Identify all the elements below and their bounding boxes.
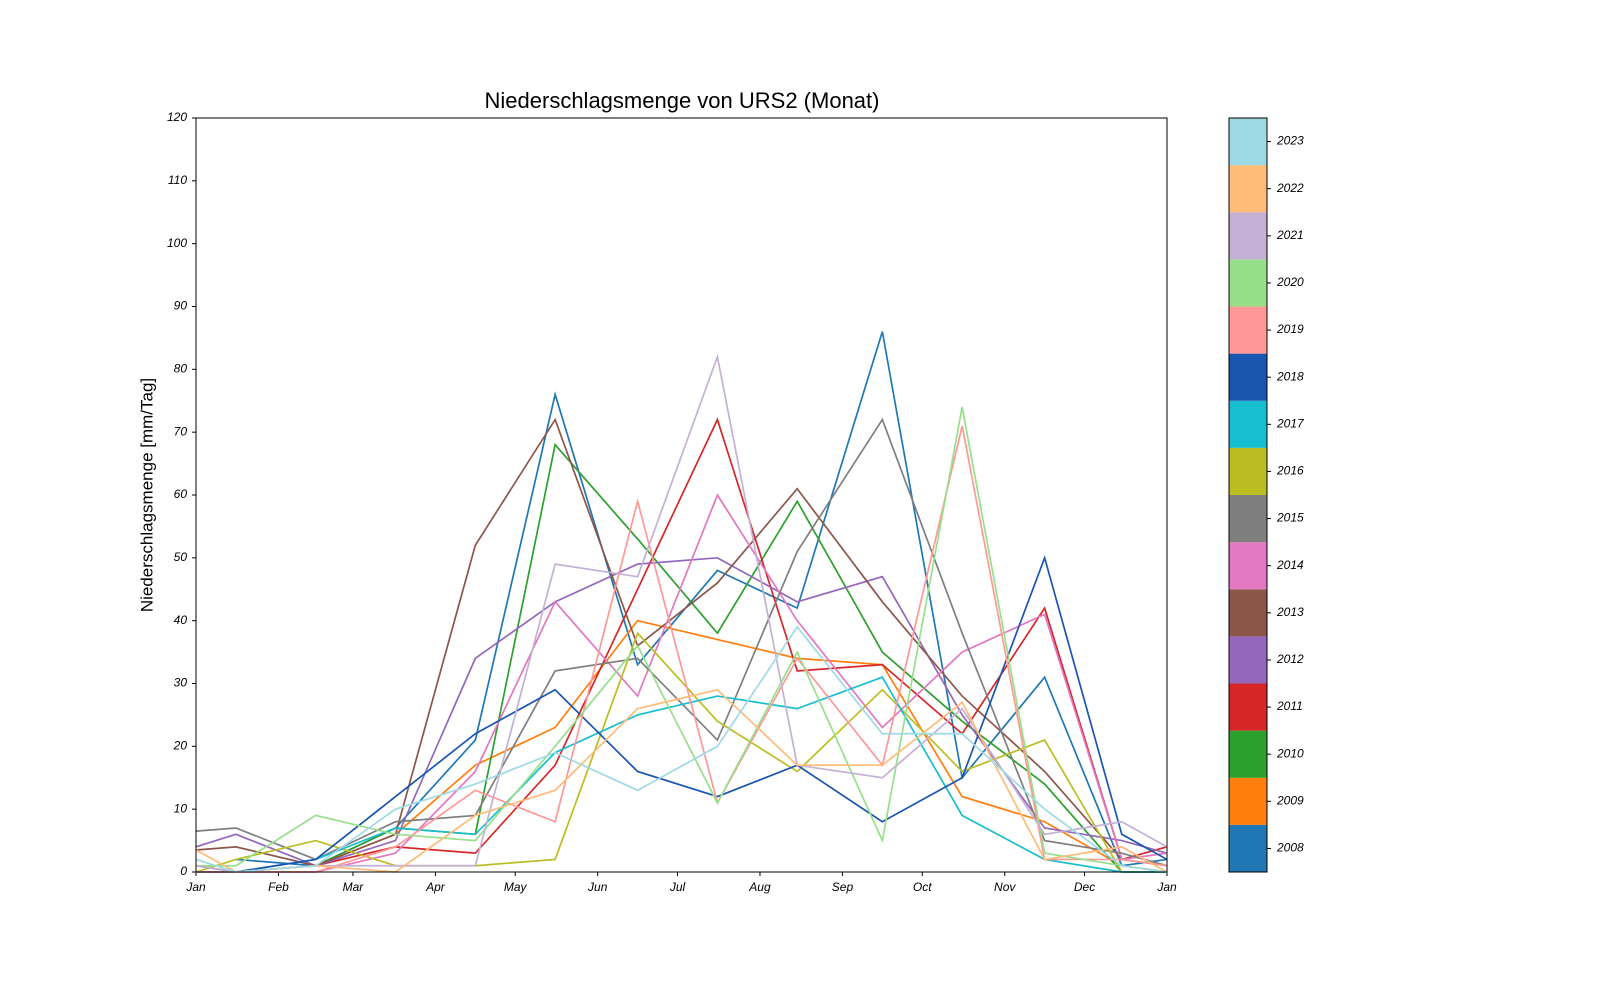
x-tick-label: Jul: [669, 880, 686, 894]
legend-swatch: [1229, 636, 1267, 684]
x-tick-label: Oct: [913, 880, 932, 894]
legend-swatch: [1229, 495, 1267, 543]
legend-swatch: [1229, 400, 1267, 448]
series-line: [235, 331, 1168, 867]
legend-label: 2014: [1276, 558, 1304, 572]
legend-label: 2016: [1276, 464, 1304, 478]
y-tick-label: 80: [174, 362, 188, 376]
x-tick-label: Feb: [268, 880, 289, 894]
series-line: [196, 493, 1168, 873]
legend-label: 2008: [1276, 841, 1304, 855]
x-tick-label: Nov: [994, 880, 1016, 894]
series-line: [195, 417, 1168, 867]
y-tick-label: 40: [174, 613, 188, 627]
x-tick-label: May: [504, 880, 528, 894]
series-line: [196, 442, 1167, 873]
legend-swatch: [1229, 118, 1267, 166]
series-line: [195, 676, 1167, 873]
y-tick-label: 30: [174, 676, 188, 690]
y-tick-label: 120: [167, 110, 187, 124]
series-line: [195, 353, 1168, 873]
legend-swatch: [1229, 589, 1267, 637]
legend-label: 2022: [1276, 181, 1304, 195]
legend-label: 2011: [1276, 699, 1303, 713]
legend-swatch: [1229, 353, 1267, 401]
legend-swatch: [1229, 212, 1267, 260]
y-tick-label: 110: [168, 173, 187, 187]
series-line: [195, 688, 1168, 873]
y-tick-label: 90: [174, 299, 188, 313]
legend-swatch: [1229, 165, 1267, 213]
series-line: [195, 556, 1168, 867]
legend-swatch: [1229, 306, 1267, 354]
series-line: [196, 425, 1168, 873]
legend-swatch: [1229, 259, 1267, 307]
legend-label: 2010: [1276, 746, 1304, 760]
y-tick-label: 50: [174, 550, 188, 564]
legend-swatch: [1229, 730, 1267, 778]
legend-swatch: [1229, 542, 1267, 590]
series-line: [196, 417, 1168, 873]
x-tick-label: Dec: [1074, 880, 1095, 894]
x-tick-label: Sep: [832, 880, 854, 894]
legend-label: 2013: [1276, 605, 1304, 619]
legend-swatch: [1229, 824, 1267, 872]
y-tick-label: 100: [167, 236, 187, 250]
legend-label: 2015: [1276, 511, 1304, 525]
x-tick-label: Jan: [1156, 880, 1177, 894]
legend-label: 2019: [1276, 322, 1304, 336]
series-line: [195, 619, 1168, 873]
legend-swatch: [1229, 447, 1267, 495]
y-tick-label: 10: [174, 801, 188, 815]
y-tick-label: 0: [180, 864, 187, 878]
chart-title: Niederschlagsmenge von URS2 (Monat): [485, 88, 880, 113]
legend-swatch: [1229, 777, 1267, 825]
legend-frame: [1228, 117, 1268, 873]
legend-label: 2020: [1276, 275, 1304, 289]
legend-label: 2021: [1276, 228, 1304, 242]
y-tick-label: 20: [173, 739, 188, 753]
plot-frame: [195, 117, 1168, 873]
series-line: [195, 631, 1167, 873]
x-tick-label: Jan: [185, 880, 206, 894]
x-tick-label: Apr: [425, 880, 446, 894]
y-tick-label: 60: [174, 487, 188, 501]
legend-label: 2017: [1276, 416, 1305, 430]
y-tick-label: 70: [174, 424, 188, 438]
series-line: [196, 406, 1168, 873]
legend-label: 2012: [1276, 652, 1304, 666]
series-line: [195, 625, 1168, 873]
x-tick-label: Jun: [587, 880, 608, 894]
legend-label: 2018: [1276, 369, 1304, 383]
legend-label: 2023: [1276, 134, 1304, 148]
x-tick-label: Mar: [343, 880, 365, 894]
series-line: [196, 555, 1168, 873]
y-axis-label: Niederschlagsmenge [mm/Tag]: [137, 378, 156, 612]
legend-swatch: [1229, 683, 1267, 731]
legend-label: 2009: [1276, 793, 1304, 807]
x-tick-label: Aug: [748, 880, 771, 894]
